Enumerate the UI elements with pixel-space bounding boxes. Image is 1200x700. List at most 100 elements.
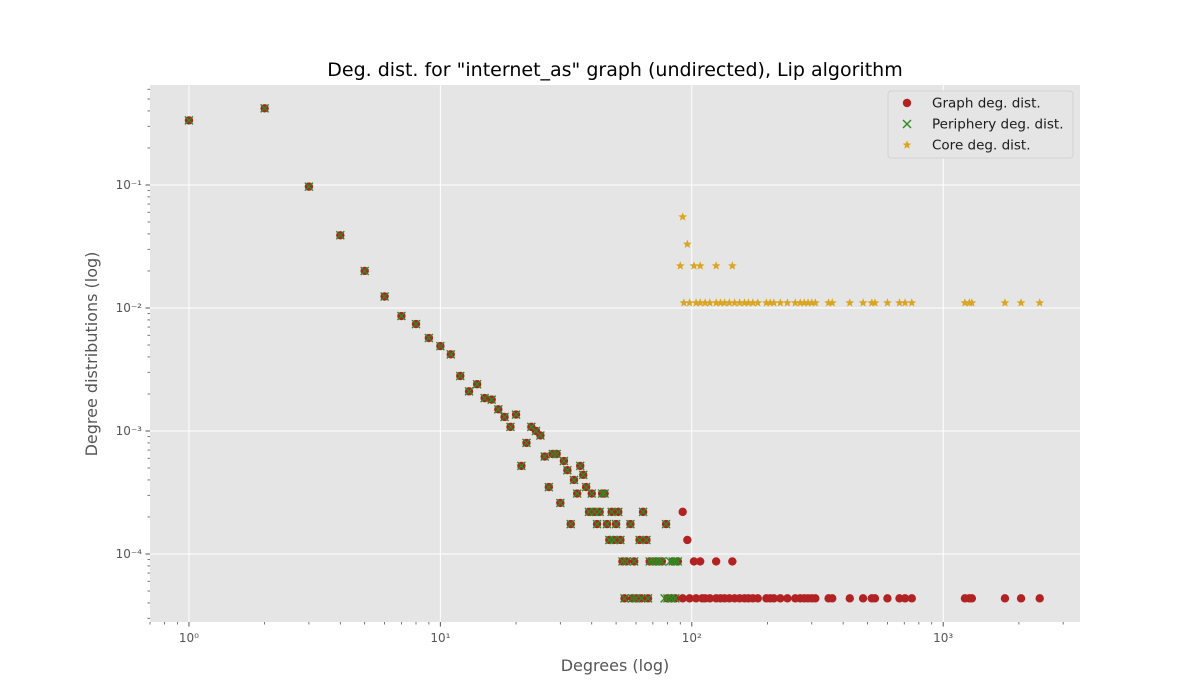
x-axis-label: Degrees (log) <box>561 656 670 675</box>
data-point <box>625 519 635 529</box>
data-point <box>609 535 619 545</box>
data-point <box>695 261 705 270</box>
data-point <box>748 298 758 307</box>
data-point <box>627 593 637 603</box>
data-point <box>548 449 558 459</box>
legend-marker <box>902 140 912 149</box>
plot-area: 10⁰ 10¹ 10² 10³ 10⁻⁴ 10⁻³ 10⁻² 10⁻¹ <box>116 85 1080 645</box>
data-point <box>845 594 854 603</box>
data-point <box>493 404 503 414</box>
data-point <box>845 298 855 307</box>
x-tick-label: 10⁰ <box>179 631 199 645</box>
data-point <box>572 489 582 499</box>
data-point <box>691 594 701 603</box>
legend-marker <box>902 98 912 108</box>
data-point <box>620 593 630 603</box>
data-point <box>552 449 562 459</box>
data-point <box>695 557 705 566</box>
legend-label: Periphery deg. dist. <box>932 117 1064 133</box>
y-tick-label: 10⁻⁴ <box>116 547 143 561</box>
data-point <box>678 594 687 603</box>
data-point <box>730 298 739 307</box>
data-point <box>720 298 729 307</box>
data-point <box>592 519 602 529</box>
data-point <box>900 298 910 307</box>
data-point <box>613 507 623 517</box>
data-point <box>360 266 370 276</box>
data-point <box>689 261 699 270</box>
data-point <box>673 556 683 566</box>
data-point <box>727 261 737 270</box>
data-point <box>689 557 699 566</box>
data-point <box>660 593 670 603</box>
y-axis-label: Degree distributions (log) <box>82 252 101 457</box>
data-point <box>587 489 597 499</box>
data-point <box>740 298 749 307</box>
data-point <box>380 292 390 301</box>
data-point <box>769 298 779 307</box>
data-point <box>597 489 607 499</box>
data-point <box>960 298 970 307</box>
data-point <box>678 212 688 221</box>
data-point <box>424 333 434 343</box>
data-point <box>641 535 651 545</box>
data-point <box>662 593 672 603</box>
data-point <box>600 489 610 499</box>
data-point <box>511 410 521 420</box>
data-point <box>636 593 646 603</box>
data-point <box>858 594 868 603</box>
data-point <box>683 535 692 545</box>
data-point <box>535 430 545 440</box>
data-point <box>828 594 837 603</box>
data-point <box>480 393 490 403</box>
data-point <box>611 519 621 529</box>
data-point <box>559 456 569 466</box>
data-point <box>575 461 585 471</box>
x-tick-label: 10³ <box>933 631 953 645</box>
data-point <box>907 594 916 603</box>
data-point <box>883 298 892 307</box>
data-point <box>735 298 745 307</box>
data-point <box>753 594 762 603</box>
data-point <box>870 298 880 307</box>
data-point <box>803 298 813 307</box>
data-point <box>435 341 445 351</box>
data-point <box>900 594 910 603</box>
data-point <box>711 261 721 270</box>
data-point <box>685 594 694 603</box>
data-point <box>691 298 701 307</box>
y-tick-label: 10⁻² <box>116 301 143 315</box>
data-point <box>795 298 805 307</box>
data-point <box>776 594 785 603</box>
data-point <box>824 298 833 307</box>
data-point <box>540 452 550 462</box>
data-point <box>967 594 977 603</box>
data-point <box>685 298 694 307</box>
data-point <box>617 556 627 566</box>
data-point <box>811 594 820 603</box>
data-point <box>607 507 617 517</box>
data-point <box>858 298 868 307</box>
data-point <box>670 593 680 603</box>
data-point <box>1016 594 1026 603</box>
x-tick-label: 10² <box>682 631 702 645</box>
data-point <box>705 298 715 307</box>
data-point <box>654 556 664 566</box>
data-point <box>711 298 721 307</box>
legend-box <box>887 90 1074 159</box>
data-point <box>666 593 676 603</box>
data-point <box>464 386 474 396</box>
data-point <box>744 298 753 307</box>
legend: Graph deg. dist. Periphery deg. dist. Core… <box>887 90 1074 159</box>
data-point <box>544 482 554 492</box>
data-point <box>1016 298 1026 307</box>
data-point <box>790 298 800 307</box>
data-point <box>657 556 667 566</box>
data-point <box>446 349 456 359</box>
legend-label: Graph deg. dist. <box>932 96 1041 112</box>
data-point <box>505 422 515 432</box>
data-point <box>555 498 565 508</box>
data-point <box>728 557 737 566</box>
data-point <box>566 519 576 529</box>
data-point <box>1000 594 1010 603</box>
